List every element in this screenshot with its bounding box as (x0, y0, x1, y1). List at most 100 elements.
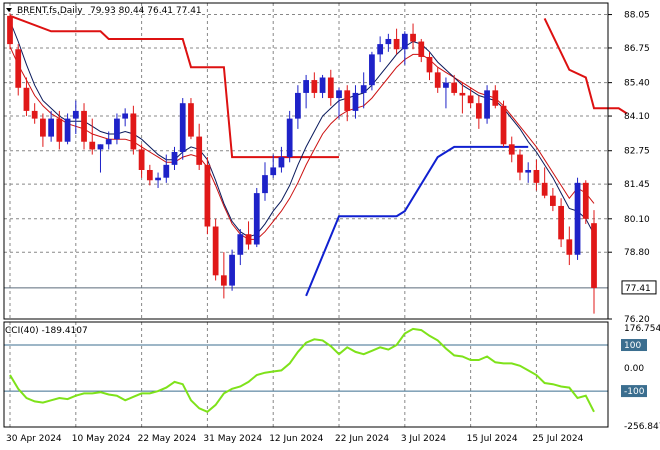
candle-body (253, 193, 260, 245)
candle-body (410, 33, 416, 42)
candle-body (434, 72, 441, 88)
candle-body (369, 54, 375, 86)
candle-body (105, 139, 112, 145)
candle-body (591, 223, 597, 288)
y-tick-label: 78.80 (624, 248, 650, 258)
y-tick-label: 86.75 (624, 44, 650, 54)
candle-body (418, 41, 425, 57)
candle-body (451, 82, 458, 93)
candles (7, 13, 597, 314)
y-tick-label: 80.10 (624, 215, 650, 225)
candle-body (31, 110, 38, 119)
candle-body (7, 15, 13, 45)
x-tick-label: 25 Jul 2024 (532, 434, 583, 444)
candle-body (229, 254, 235, 286)
candle-body (48, 118, 55, 137)
candle-body (15, 49, 22, 88)
x-tick-label: 12 Jun 2024 (269, 434, 323, 444)
candle-body (196, 136, 203, 165)
cci-series (9, 327, 595, 413)
cci-level-tag (621, 339, 647, 352)
x-tick-label: 22 May 2024 (138, 434, 197, 444)
x-tick-label: 3 Jul 2024 (401, 434, 446, 444)
x-tick-label: 22 Jun 2024 (335, 434, 389, 444)
cci-level-tag (621, 385, 647, 398)
candle-body (459, 92, 466, 96)
x-tick-label: 15 Jul 2024 (467, 434, 518, 444)
candle-body (508, 144, 515, 155)
candle-body (500, 105, 507, 145)
price-frame (3, 2, 609, 320)
candle-body (81, 110, 87, 142)
current-price-label: 77.41 (625, 284, 651, 294)
candle-body (220, 275, 227, 286)
candle-body (475, 103, 482, 119)
candle-body (155, 177, 161, 181)
candle-body (426, 56, 433, 73)
candle-body (23, 87, 30, 111)
candle-body (525, 169, 532, 173)
cci-frame (3, 321, 609, 428)
candle-body (64, 118, 71, 142)
cci-line (9, 327, 595, 413)
y-tick-label: 85.40 (624, 79, 650, 89)
candle-body (130, 113, 137, 150)
candle-body (138, 149, 145, 170)
cci-levels (4, 344, 608, 392)
candle-body (492, 90, 499, 106)
candle-body (286, 118, 293, 158)
candle-body (360, 85, 367, 93)
candle-body (56, 118, 63, 142)
y-tick-label: 88.05 (624, 11, 650, 21)
cci-title: CCI(40) -189.4107 (5, 326, 88, 336)
candle-body (549, 195, 556, 206)
symbol-label: BRENT.fs,Daily (17, 6, 83, 16)
candle-body (295, 92, 301, 119)
cci-level-label: -100 (624, 387, 645, 397)
y-tick-label: 84.10 (624, 112, 650, 122)
current-price-tag (621, 280, 657, 295)
candle-body (336, 90, 342, 99)
candle-body (377, 44, 384, 55)
candle-body (385, 38, 392, 45)
candle-body (270, 167, 277, 176)
cci-level-label: 100 (624, 341, 641, 351)
candle-body (541, 182, 548, 196)
candle-body (344, 90, 351, 111)
candle-body (146, 169, 153, 181)
candle-body (97, 144, 104, 150)
x-tick-label: 31 May 2024 (203, 434, 262, 444)
candle-body (40, 118, 46, 137)
price-series (9, 14, 628, 297)
candle-body (245, 234, 252, 245)
candle-body (558, 205, 564, 240)
candle-body (237, 234, 244, 255)
candle-body (179, 103, 186, 153)
candle-body (204, 164, 211, 227)
collapse-triangle-icon[interactable] (6, 8, 12, 12)
axes: 30 Apr 2024 10 May 2024 22 May 2024 31 May … (3, 2, 660, 444)
candle-body (517, 154, 523, 173)
upper-stop-line (543, 17, 628, 115)
candle-body (566, 239, 573, 255)
candle-body (327, 77, 334, 99)
y-tick-label: 82.75 (624, 147, 650, 157)
candle-body (114, 118, 120, 140)
x-tick-label: 30 Apr 2024 (6, 434, 62, 444)
candle-body (319, 77, 326, 93)
y-tick-label: 76.20 (624, 315, 650, 325)
candle-body (89, 141, 96, 150)
cci-header: CCI(40) -189.4107 (5, 326, 88, 336)
candle-body (212, 226, 219, 276)
candle-body (393, 38, 400, 50)
lower-stop-line (305, 145, 529, 297)
candle-body (72, 110, 79, 119)
candle-body (188, 103, 194, 137)
candle-body (171, 152, 178, 165)
candle-body (443, 82, 449, 88)
candle-body (122, 113, 129, 119)
candle-body (311, 80, 318, 93)
